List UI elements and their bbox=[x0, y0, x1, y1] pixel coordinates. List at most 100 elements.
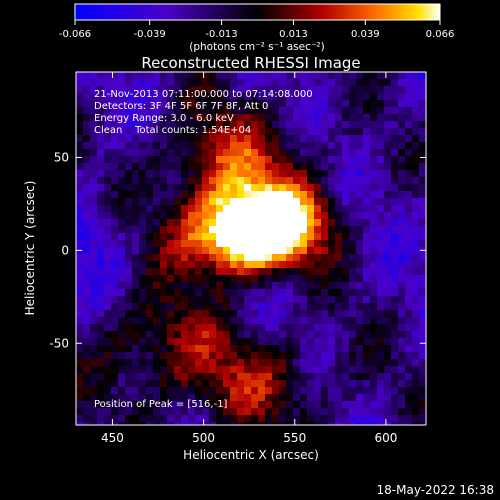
heatmap-pixel bbox=[307, 240, 315, 248]
heatmap-pixel bbox=[377, 366, 385, 374]
heatmap-pixel bbox=[104, 93, 112, 101]
heatmap-pixel bbox=[251, 240, 259, 248]
heatmap-pixel bbox=[223, 338, 231, 346]
heatmap-pixel bbox=[181, 205, 189, 213]
heatmap-pixel bbox=[307, 415, 315, 423]
heatmap-pixel bbox=[265, 247, 273, 255]
heatmap-pixel bbox=[125, 93, 133, 101]
heatmap-pixel bbox=[132, 310, 140, 318]
heatmap-pixel bbox=[202, 324, 210, 332]
heatmap-pixel bbox=[97, 219, 105, 227]
heatmap-pixel bbox=[216, 324, 224, 332]
heatmap-pixel bbox=[244, 366, 252, 374]
heatmap-pixel bbox=[83, 422, 91, 425]
heatmap-pixel bbox=[412, 177, 420, 185]
heatmap-pixel bbox=[146, 226, 154, 234]
heatmap-pixel bbox=[174, 114, 182, 122]
heatmap-pixel bbox=[412, 142, 420, 150]
heatmap-pixel bbox=[83, 303, 91, 311]
heatmap-pixel bbox=[139, 275, 147, 283]
heatmap-pixel bbox=[223, 317, 231, 325]
heatmap-pixel bbox=[244, 401, 252, 409]
heatmap-pixel bbox=[209, 303, 217, 311]
heatmap-pixel bbox=[349, 366, 357, 374]
heatmap-pixel bbox=[118, 268, 126, 276]
heatmap-pixel bbox=[321, 107, 329, 115]
heatmap-pixel bbox=[405, 86, 413, 94]
heatmap-pixel bbox=[384, 156, 392, 164]
heatmap-pixel bbox=[223, 415, 231, 423]
heatmap-pixel bbox=[209, 415, 217, 423]
heatmap-pixel bbox=[335, 114, 343, 122]
heatmap-pixel bbox=[195, 408, 203, 416]
heatmap-pixel bbox=[405, 415, 413, 423]
heatmap-pixel bbox=[188, 310, 196, 318]
heatmap-pixel bbox=[202, 121, 210, 129]
heatmap-pixel bbox=[202, 149, 210, 157]
heatmap-pixel bbox=[132, 177, 140, 185]
heatmap-pixel bbox=[265, 324, 273, 332]
heatmap-pixel bbox=[76, 233, 84, 241]
heatmap-pixel bbox=[251, 401, 259, 409]
heatmap-pixel bbox=[419, 366, 426, 374]
heatmap-pixel bbox=[97, 296, 105, 304]
heatmap-pixel bbox=[132, 380, 140, 388]
heatmap-pixel bbox=[349, 352, 357, 360]
heatmap-pixel bbox=[181, 163, 189, 171]
heatmap-pixel bbox=[356, 408, 364, 416]
heatmap-pixel bbox=[370, 114, 378, 122]
heatmap-pixel bbox=[405, 282, 413, 290]
heatmap-pixel bbox=[132, 240, 140, 248]
heatmap-pixel bbox=[118, 86, 126, 94]
heatmap-pixel bbox=[237, 387, 245, 395]
heatmap-pixel bbox=[258, 345, 266, 353]
heatmap-pixel bbox=[223, 205, 231, 213]
heatmap-pixel bbox=[405, 359, 413, 367]
heatmap-pixel bbox=[174, 107, 182, 115]
heatmap-pixel bbox=[230, 86, 238, 94]
heatmap-pixel bbox=[377, 191, 385, 199]
heatmap-pixel bbox=[97, 331, 105, 339]
heatmap-pixel bbox=[328, 296, 336, 304]
heatmap-pixel bbox=[237, 317, 245, 325]
heatmap-pixel bbox=[286, 170, 294, 178]
heatmap-pixel bbox=[342, 415, 350, 423]
heatmap-pixel bbox=[244, 156, 252, 164]
heatmap-pixel bbox=[209, 324, 217, 332]
heatmap-pixel bbox=[104, 100, 112, 108]
heatmap-pixel bbox=[216, 226, 224, 234]
heatmap-pixel bbox=[146, 212, 154, 220]
heatmap-pixel bbox=[202, 310, 210, 318]
heatmap-pixel bbox=[188, 107, 196, 115]
heatmap-pixel bbox=[258, 198, 266, 206]
heatmap-pixel bbox=[300, 177, 308, 185]
heatmap-pixel bbox=[160, 219, 168, 227]
heatmap-pixel bbox=[265, 394, 273, 402]
heatmap-pixel bbox=[251, 261, 259, 269]
heatmap-pixel bbox=[335, 373, 343, 381]
heatmap-pixel bbox=[202, 338, 210, 346]
heatmap-pixel bbox=[286, 79, 294, 87]
heatmap-pixel bbox=[356, 93, 364, 101]
heatmap-pixel bbox=[181, 114, 189, 122]
heatmap-pixel bbox=[118, 149, 126, 157]
heatmap-pixel bbox=[90, 107, 98, 115]
heatmap-pixel bbox=[412, 156, 420, 164]
heatmap-pixel bbox=[167, 240, 175, 248]
heatmap-pixel bbox=[412, 303, 420, 311]
heatmap-pixel bbox=[104, 303, 112, 311]
heatmap-pixel bbox=[146, 198, 154, 206]
heatmap-pixel bbox=[195, 86, 203, 94]
heatmap-pixel bbox=[377, 289, 385, 297]
heatmap-pixel bbox=[104, 338, 112, 346]
heatmap-pixel bbox=[125, 149, 133, 157]
heatmap-pixel bbox=[195, 142, 203, 150]
heatmap-pixel bbox=[174, 317, 182, 325]
heatmap-pixel bbox=[104, 373, 112, 381]
heatmap-pixel bbox=[272, 226, 280, 234]
heatmap-pixel bbox=[384, 387, 392, 395]
heatmap-pixel bbox=[377, 324, 385, 332]
heatmap-pixel bbox=[307, 296, 315, 304]
heatmap-pixel bbox=[286, 345, 294, 353]
heatmap-pixel bbox=[181, 282, 189, 290]
